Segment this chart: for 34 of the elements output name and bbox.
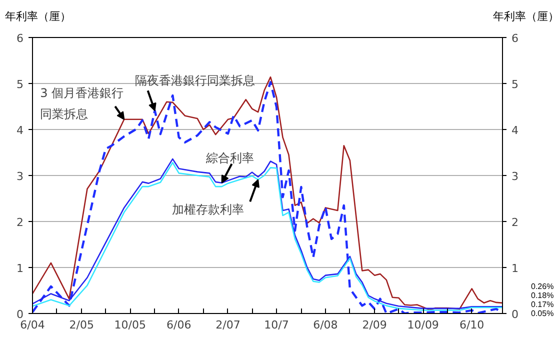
y-axis-title: 年利率（厘） xyxy=(5,9,71,25)
x-tick-label: 6/10 xyxy=(459,318,484,332)
x-tick-label: 2/07 xyxy=(216,318,240,332)
x-tick-label: 10/7 xyxy=(264,318,289,332)
x-tick-label: 10/09 xyxy=(407,318,439,332)
x-tick-label: 2/09 xyxy=(362,318,387,332)
y-tick-label: 0 xyxy=(16,308,24,321)
y2-tick-label: 0 xyxy=(512,308,518,321)
y-tick-label: 5 xyxy=(16,78,24,91)
series-label: 加權存款利率 xyxy=(172,202,244,217)
y2-tick-label: 2 xyxy=(512,216,518,229)
x-tick-label: 6/06 xyxy=(166,318,192,332)
y2-tick-label: 6 xyxy=(512,32,518,45)
series-label: 綜合利率 xyxy=(204,150,254,165)
series-label: 隔夜香港銀行同業拆息 xyxy=(134,74,255,88)
y-tick-label: 4 xyxy=(16,124,24,137)
x-tick-label: 6/08 xyxy=(313,318,338,332)
text: 0.26% xyxy=(531,282,554,291)
y-tick-label: 3 xyxy=(16,170,24,183)
x-tick-label: 2/05 xyxy=(69,318,94,332)
y2-axis-title: 年利率（厘） xyxy=(493,9,558,25)
y-tick-label: 1 xyxy=(16,262,24,275)
y2-tick-label: 3 xyxy=(512,170,518,183)
x-tick-label: 6/04 xyxy=(20,318,45,332)
y2-tick-label: 5 xyxy=(512,78,518,91)
y2-tick-label: 1 xyxy=(512,262,518,275)
text: 0.05% xyxy=(531,309,554,318)
y2-tick-label: 4 xyxy=(512,124,518,137)
text: 0.18% xyxy=(531,291,554,300)
series-label: 3 個月香港銀行同業拆息 xyxy=(40,86,124,121)
y-tick-label: 2 xyxy=(16,216,24,229)
text: 0.17% xyxy=(531,300,554,309)
y-tick-label: 6 xyxy=(16,32,24,45)
x-tick-label: 10/05 xyxy=(114,318,146,332)
